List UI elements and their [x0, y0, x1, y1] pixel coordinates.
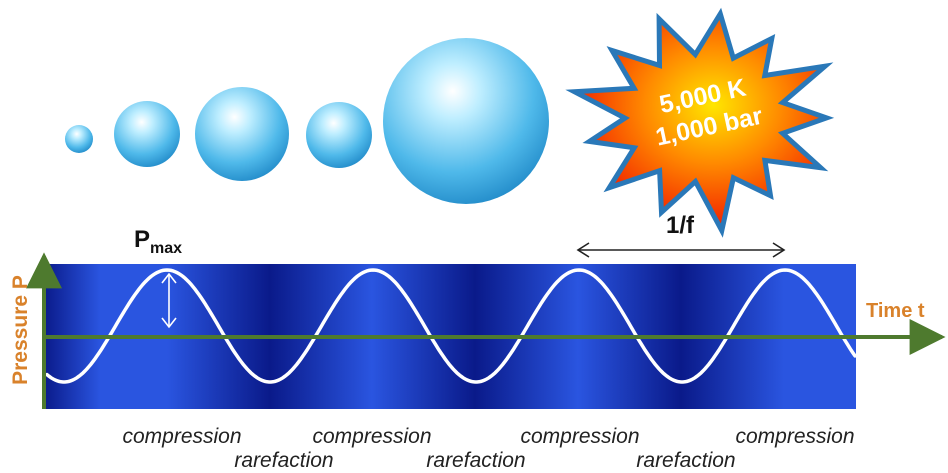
bubble-large	[383, 38, 549, 204]
compression-label: compression	[520, 425, 639, 448]
bubble-small	[114, 101, 180, 167]
implosion-burst: 5,000 K 1,000 bar	[565, 7, 835, 238]
rarefaction-label: rarefaction	[234, 449, 333, 472]
compression-label: compression	[735, 425, 854, 448]
x-axis-label: Time t	[866, 300, 925, 322]
burst-shape	[565, 7, 835, 238]
pmax-symbol: P	[134, 226, 150, 253]
rarefaction-label: rarefaction	[636, 449, 735, 472]
bubble-medium	[195, 87, 289, 181]
sine-wave	[45, 268, 857, 384]
phase-labels: compression compression compression compres…	[122, 425, 854, 472]
bubbles	[65, 38, 549, 204]
period-arrow	[576, 242, 786, 258]
bubble-small-2	[306, 102, 372, 168]
rarefaction-label: rarefaction	[426, 449, 525, 472]
period-label: 1/f	[666, 212, 695, 239]
pmax-subscript: max	[150, 240, 182, 257]
pmax-label: Pmax	[134, 226, 182, 257]
amplitude-arrow	[161, 272, 177, 329]
compression-label: compression	[122, 425, 241, 448]
bubble-tiny	[65, 125, 93, 153]
y-axis-label: Pressure P	[9, 275, 32, 385]
compression-label: compression	[312, 425, 431, 448]
